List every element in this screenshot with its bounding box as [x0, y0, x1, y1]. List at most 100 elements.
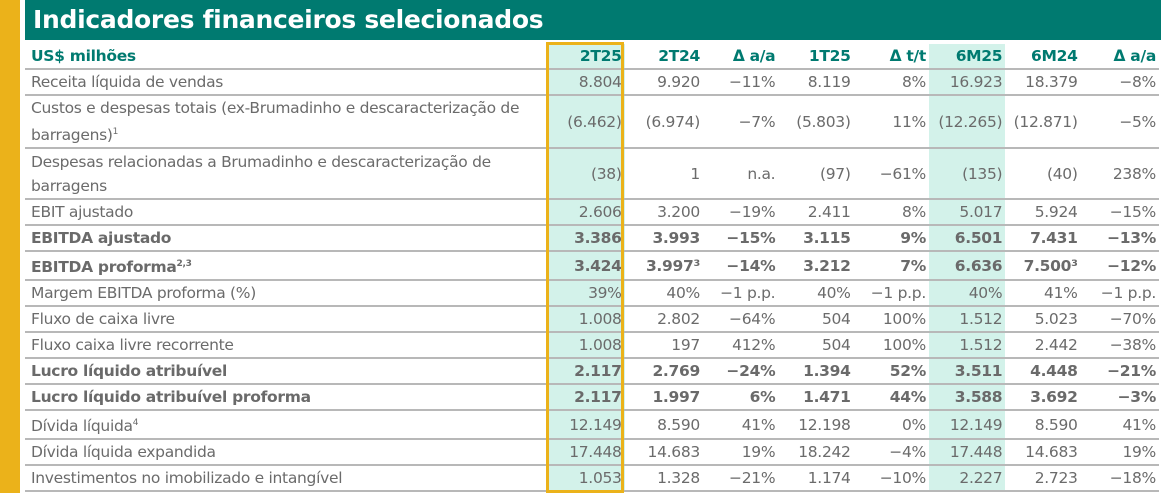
- table-cell: 1.174: [778, 465, 854, 493]
- table-cell: 17.448: [548, 439, 625, 467]
- row-label: Margem EBITDA proforma (%): [25, 280, 549, 308]
- table-cell: −70%: [1080, 306, 1159, 334]
- row-label-text: Investimentos no imobilizado e intangíve…: [31, 469, 343, 488]
- table-cell: 5.924: [1005, 199, 1081, 227]
- table-cell: 1.008: [548, 332, 625, 360]
- table-cell: 6.501: [928, 225, 1006, 253]
- row-label: Investimentos no imobilizado e intangíve…: [25, 465, 549, 493]
- table-cell: (6.462): [548, 95, 625, 150]
- table-row: Fluxo caixa livre recorrente 1.008 197 412%…: [25, 332, 1159, 360]
- table-cell: 5.017: [928, 199, 1006, 227]
- table-cell: 8%: [853, 69, 929, 96]
- column-header: 2T24: [624, 44, 703, 70]
- table-cell: 1.997: [624, 384, 703, 412]
- table-cell: 412%: [702, 332, 779, 360]
- row-label-text: EBITDA ajustado: [31, 229, 172, 248]
- column-header: 2T25: [548, 44, 625, 70]
- column-header: 6M25: [928, 44, 1006, 70]
- table-cell: 2.723: [1005, 465, 1081, 493]
- table-cell: −10%: [853, 465, 929, 493]
- table-cell: 18.379: [1005, 69, 1081, 96]
- table-cell: 2.442: [1005, 332, 1081, 360]
- table-cell: 0%: [853, 410, 929, 441]
- table-cell: 8.590: [624, 410, 703, 441]
- table-cell: 3.200: [624, 199, 703, 227]
- row-label: Receita líquida de vendas: [25, 69, 549, 96]
- table-cell: 5.023: [1005, 306, 1081, 334]
- table-cell: 3.511: [928, 358, 1006, 386]
- table-cell: −15%: [1080, 199, 1159, 227]
- row-label-text: Margem EBITDA proforma (%): [31, 284, 256, 303]
- row-label-text: EBIT ajustado: [31, 203, 134, 222]
- footnote-marker: 2,3: [176, 259, 192, 270]
- row-label: Dívida líquida4: [25, 410, 549, 441]
- table-cell: 14.683: [1005, 439, 1081, 467]
- table-cell: −11%: [702, 69, 779, 96]
- table-cell: 197: [624, 332, 703, 360]
- table-cell: −15%: [702, 225, 779, 253]
- row-label-text: EBITDA proforma: [31, 258, 177, 277]
- table-cell: 2.802: [624, 306, 703, 334]
- table-cell: 19%: [702, 439, 779, 467]
- table-cell: 8.119: [778, 69, 854, 96]
- table-cell: 18.242: [778, 439, 854, 467]
- table-cell: −18%: [1080, 465, 1159, 493]
- table-cell: 1.008: [548, 306, 625, 334]
- table-cell: 12.149: [928, 410, 1006, 441]
- table-cell: 40%: [778, 280, 854, 308]
- accent-bar: [0, 0, 20, 493]
- table-cell: 8.804: [548, 69, 625, 96]
- row-label: Lucro líquido atribuível proforma: [25, 384, 549, 412]
- table-cell: 2.227: [928, 465, 1006, 493]
- footnote-marker: 1: [112, 127, 119, 137]
- table-cell: 3.386: [548, 225, 625, 253]
- table-cell: 504: [778, 332, 854, 360]
- table-cell: 100%: [853, 332, 929, 360]
- table-cell: 6%: [702, 384, 779, 412]
- table-cell: (40): [1005, 148, 1081, 201]
- table-cell: 41%: [702, 410, 779, 441]
- table-cell: 39%: [548, 280, 625, 308]
- table-cell: 1: [624, 148, 703, 201]
- table-cell: (12.871): [1005, 95, 1081, 150]
- table-cell: 3.997³: [624, 251, 703, 282]
- table-cell: 4.448: [1005, 358, 1081, 386]
- row-label: Dívida líquida expandida: [25, 439, 549, 467]
- table-cell: 19%: [1080, 439, 1159, 467]
- row-label: EBITDA ajustado: [25, 225, 549, 253]
- page-title: Indicadores financeiros selecionados: [25, 0, 1161, 40]
- table-cell: 3.692: [1005, 384, 1081, 412]
- table-cell: 40%: [928, 280, 1006, 308]
- table-cell: −4%: [853, 439, 929, 467]
- table-row: EBITDA proforma2,3 3.424 3.997³ −14% 3.212 7%…: [25, 251, 1159, 282]
- table-cell: 100%: [853, 306, 929, 334]
- table-cell: 2.117: [548, 384, 625, 412]
- table-cell: 8%: [853, 199, 929, 227]
- table-row: Margem EBITDA proforma (%) 39% 40% −1 p.p. 4…: [25, 280, 1159, 308]
- column-header: US$ milhões: [25, 44, 549, 70]
- table-cell: (97): [778, 148, 854, 201]
- table-cell: 2.769: [624, 358, 703, 386]
- table-row: Despesas relacionadas a Brumadinho e des…: [25, 148, 1159, 201]
- table-cell: (6.974): [624, 95, 703, 150]
- table-cell: (5.803): [778, 95, 854, 150]
- table-row: Custos e despesas totais (ex-Brumadinho …: [25, 95, 1159, 150]
- table-cell: 3.212: [778, 251, 854, 282]
- table-cell: −12%: [1080, 251, 1159, 282]
- row-label-text: Fluxo caixa livre recorrente: [31, 336, 234, 355]
- table-cell: 17.448: [928, 439, 1006, 467]
- row-label: Custos e despesas totais (ex-Brumadinho …: [25, 95, 549, 150]
- row-label: Fluxo caixa livre recorrente: [25, 332, 549, 360]
- row-label-text: Lucro líquido atribuível: [31, 362, 227, 381]
- table-cell: (38): [548, 148, 625, 201]
- table-cell: 1.394: [778, 358, 854, 386]
- table-cell: −21%: [1080, 358, 1159, 386]
- table-row: Lucro líquido atribuível proforma 2.117 1.…: [25, 384, 1159, 412]
- table-cell: 2.411: [778, 199, 854, 227]
- table-row: Investimentos no imobilizado e intangíve…: [25, 465, 1159, 493]
- table-cell: 2.606: [548, 199, 625, 227]
- row-label-text: Fluxo de caixa livre: [31, 310, 175, 329]
- table-cell: 40%: [624, 280, 703, 308]
- row-label: Lucro líquido atribuível: [25, 358, 549, 386]
- table-cell: 1.053: [548, 465, 625, 493]
